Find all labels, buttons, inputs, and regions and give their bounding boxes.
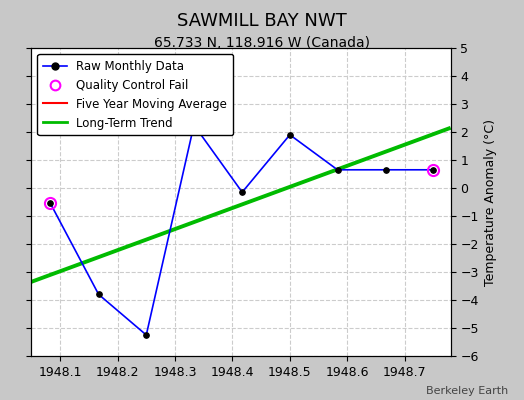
Y-axis label: Temperature Anomaly (°C): Temperature Anomaly (°C) (484, 118, 497, 286)
Text: 65.733 N, 118.916 W (Canada): 65.733 N, 118.916 W (Canada) (154, 36, 370, 50)
Text: Berkeley Earth: Berkeley Earth (426, 386, 508, 396)
Legend: Raw Monthly Data, Quality Control Fail, Five Year Moving Average, Long-Term Tren: Raw Monthly Data, Quality Control Fail, … (37, 54, 233, 136)
Text: SAWMILL BAY NWT: SAWMILL BAY NWT (177, 12, 347, 30)
